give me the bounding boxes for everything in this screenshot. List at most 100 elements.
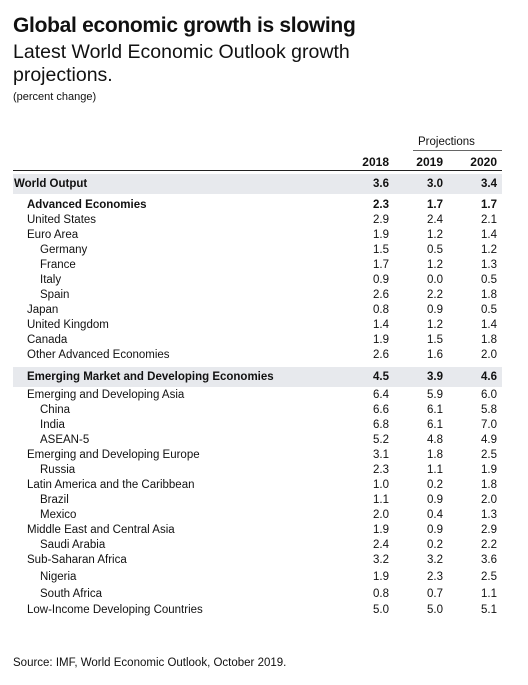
value-2020: 5.1 [481, 604, 497, 616]
table-row: Canada 1.9 1.5 1.8 [0, 333, 528, 348]
value-2018: 2.6 [373, 349, 389, 361]
value-2019: 1.8 [427, 449, 443, 461]
value-2020: 1.9 [481, 464, 497, 476]
value-2019: 5.0 [427, 604, 443, 616]
row-label: Middle East and Central Asia [27, 524, 175, 536]
row-label: Canada [27, 334, 68, 346]
projections-rule [413, 150, 502, 151]
value-2018: 4.5 [373, 371, 389, 383]
value-2019: 2.4 [427, 214, 443, 226]
table-row: World Output 3.6 3.0 3.4 [0, 177, 528, 192]
value-2019: 1.2 [427, 259, 443, 271]
table-row: Emerging Market and Developing Economies… [0, 370, 528, 385]
row-label: Spain [40, 289, 70, 301]
value-2019: 0.9 [427, 524, 443, 536]
value-2020: 2.5 [481, 449, 497, 461]
row-label: India [40, 419, 65, 431]
value-2018: 1.9 [373, 524, 389, 536]
table-row: Emerging and Developing Europe 3.1 1.8 2.5 [0, 448, 528, 463]
table-row: China 6.6 6.1 5.8 [0, 403, 528, 418]
row-label: China [40, 404, 71, 416]
value-2019: 1.2 [427, 319, 443, 331]
year-header-2019: 2019 [416, 155, 443, 169]
page-subtitle: Latest World Economic Outlook growth pro… [13, 41, 350, 86]
row-label: South Africa [40, 588, 103, 600]
value-2020: 5.8 [481, 404, 497, 416]
table-row: South Africa 0.8 0.7 1.1 [0, 587, 528, 602]
value-2018: 0.9 [373, 274, 389, 286]
value-2020: 1.8 [481, 334, 497, 346]
value-2019: 0.7 [427, 588, 443, 600]
table-row: Japan 0.8 0.9 0.5 [0, 303, 528, 318]
value-2019: 1.5 [427, 334, 443, 346]
value-2019: 1.2 [427, 229, 443, 241]
value-2020: 1.3 [481, 509, 497, 521]
value-2018: 0.8 [373, 304, 389, 316]
value-2018: 2.6 [373, 289, 389, 301]
value-2020: 1.7 [481, 199, 497, 211]
source-note: Source: IMF, World Economic Outlook, Oct… [13, 657, 287, 669]
table-row: Euro Area 1.9 1.2 1.4 [0, 228, 528, 243]
projections-header: Projections [418, 136, 475, 148]
value-2020: 2.9 [481, 524, 497, 536]
value-2018: 1.9 [373, 571, 389, 583]
table-row: Russia 2.3 1.1 1.9 [0, 463, 528, 478]
value-2018: 6.8 [373, 419, 389, 431]
value-2019: 3.0 [427, 178, 443, 190]
row-label: Italy [40, 274, 62, 286]
value-2018: 2.9 [373, 214, 389, 226]
value-2020: 1.4 [481, 319, 497, 331]
value-2019: 2.3 [427, 571, 443, 583]
table-row: Latin America and the Caribbean 1.0 0.2 1.8 [0, 478, 528, 493]
value-2019: 4.8 [427, 434, 443, 446]
value-2020: 1.2 [481, 244, 497, 256]
table-row: Italy 0.9 0.0 0.5 [0, 273, 528, 288]
page-title: Global economic growth is slowing [13, 14, 356, 37]
row-label: World Output [14, 178, 88, 190]
table-row: Advanced Economies 2.3 1.7 1.7 [0, 198, 528, 213]
table-row: Sub-Saharan Africa 3.2 3.2 3.6 [0, 553, 528, 568]
value-2018: 1.9 [373, 334, 389, 346]
value-2019: 6.1 [427, 419, 443, 431]
value-2018: 5.2 [373, 434, 389, 446]
table-row: Germany 1.5 0.5 1.2 [0, 243, 528, 258]
value-2018: 3.1 [373, 449, 389, 461]
value-2019: 0.2 [427, 479, 443, 491]
value-2020: 1.8 [481, 289, 497, 301]
table-row: France 1.7 1.2 1.3 [0, 258, 528, 273]
row-label: Sub-Saharan Africa [27, 554, 127, 566]
value-2020: 4.6 [481, 371, 497, 383]
value-2018: 5.0 [373, 604, 389, 616]
table-row: Saudi Arabia 2.4 0.2 2.2 [0, 538, 528, 553]
table-row: Mexico 2.0 0.4 1.3 [0, 508, 528, 523]
value-2020: 7.0 [481, 419, 497, 431]
value-2020: 2.0 [481, 349, 497, 361]
value-2020: 2.0 [481, 494, 497, 506]
value-2018: 1.7 [373, 259, 389, 271]
year-header-2018: 2018 [362, 155, 389, 169]
value-2018: 1.9 [373, 229, 389, 241]
row-label: ASEAN-5 [40, 434, 90, 446]
table-row: Nigeria 1.9 2.3 2.5 [0, 570, 528, 585]
row-label: Low-Income Developing Countries [27, 604, 203, 616]
table-row: Brazil 1.1 0.9 2.0 [0, 493, 528, 508]
value-2019: 3.9 [427, 371, 443, 383]
value-2018: 6.6 [373, 404, 389, 416]
value-2019: 1.1 [427, 464, 443, 476]
value-2018: 0.8 [373, 588, 389, 600]
value-2019: 0.5 [427, 244, 443, 256]
value-2020: 1.8 [481, 479, 497, 491]
value-2020: 0.5 [481, 304, 497, 316]
value-2020: 1.4 [481, 229, 497, 241]
year-header-2020: 2020 [470, 155, 497, 169]
table-row: Other Advanced Economies 2.6 1.6 2.0 [0, 348, 528, 363]
row-label: Saudi Arabia [40, 539, 106, 551]
value-2019: 0.9 [427, 304, 443, 316]
value-2019: 0.9 [427, 494, 443, 506]
table-row: Spain 2.6 2.2 1.8 [0, 288, 528, 303]
row-highlight [13, 174, 502, 194]
value-2019: 5.9 [427, 389, 443, 401]
row-label: Brazil [40, 494, 69, 506]
value-2020: 1.3 [481, 259, 497, 271]
value-2018: 3.6 [373, 178, 389, 190]
